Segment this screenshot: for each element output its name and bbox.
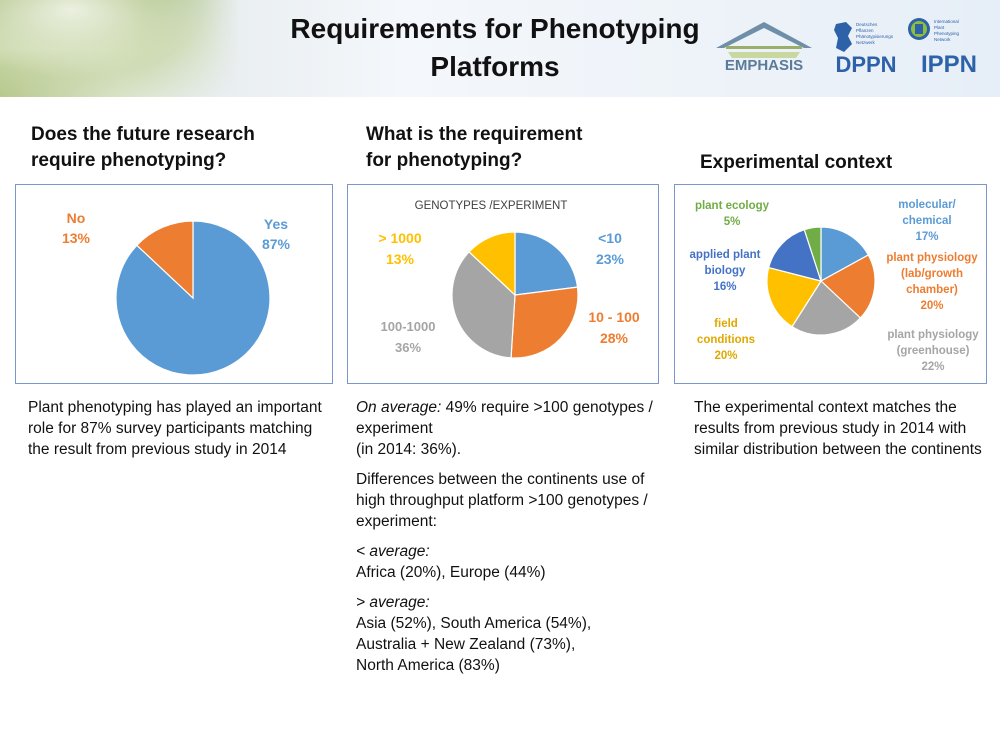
paragraph: The experimental context matches the res… [694, 399, 982, 458]
title-line-1: Requirements for Phenotyping [290, 13, 700, 44]
pie-slice [791, 280, 862, 336]
pie-chart: Yes 87% No 13% [62, 210, 291, 376]
below-average-text: Africa (20%), Europe (44%) [356, 564, 546, 581]
slice-label: (lab/growth [901, 268, 963, 280]
pie-slice [115, 220, 271, 376]
slice-label: biology [705, 265, 746, 277]
slice-label: > 1000 [378, 230, 421, 246]
pie-slice [803, 226, 822, 282]
slice-label: 13% [386, 251, 415, 267]
average-text: 49% require >100 genotypes / experiment [356, 399, 653, 437]
above-average-label: > average: [356, 594, 430, 611]
pie-slice [820, 226, 870, 283]
slice-label: (greenhouse) [897, 345, 970, 357]
slice-label: 36% [395, 340, 421, 355]
slice-label: plant physiology [886, 252, 978, 264]
svg-text:Plant: Plant [934, 25, 945, 30]
paragraph-2014: (in 2014: 36%). [356, 441, 462, 458]
slice-label: 100-1000 [381, 319, 436, 334]
heading-line: for phenotyping? [366, 150, 523, 171]
slice-label: 17% [915, 231, 938, 243]
above-average-line: Asia (52%), South America (54%), [356, 615, 592, 632]
plant-photo [0, 0, 240, 97]
below-average-label: < average: [356, 543, 430, 560]
section-2-text: On average: 49% require >100 genotypes /… [356, 397, 666, 676]
slice-label: 20% [920, 300, 943, 312]
slice-label: 20% [714, 350, 737, 362]
emphasis-logo-text: EMPHASIS [725, 57, 803, 74]
experimental-context-chart: molecular/chemical 17% plant physiology (la… [674, 184, 987, 384]
paragraph-differences: Differences between the continents use o… [356, 471, 648, 530]
page-title: Requirements for Phenotyping Platforms [230, 10, 760, 86]
pie-slice [819, 254, 876, 319]
svg-text:Phänotypisierungs: Phänotypisierungs [856, 34, 894, 39]
header-banner: Requirements for Phenotyping Platforms E… [0, 0, 1000, 97]
phenotyping-need-chart: Yes 87% No 13% [15, 184, 333, 384]
ippn-logo-text: IPPN [921, 51, 977, 76]
section-1-heading: Does the future research require phenoty… [31, 122, 331, 174]
genotypes-per-experiment-chart: GENOTYPES /EXPERIMENT <10 23% 10 - 100 28% 10… [347, 184, 659, 384]
slice-label: field [714, 318, 738, 330]
slice-label: applied plant [690, 249, 761, 261]
pie-slice [451, 251, 516, 359]
pie-slice [766, 266, 822, 328]
slice-label: 10 - 100 [588, 309, 640, 325]
svg-text:Netzwerk: Netzwerk [856, 40, 876, 45]
slice-label: 5% [724, 216, 741, 228]
dppn-logo: Deutsches Pflanzen Phänotypisierungs Net… [834, 22, 897, 76]
slice-label: <10 [598, 230, 622, 246]
slice-label: 23% [596, 251, 625, 267]
section-3-text: The experimental context matches the res… [694, 397, 984, 460]
slice-label: 22% [921, 361, 944, 373]
svg-text:Phenotyping: Phenotyping [934, 31, 960, 36]
dppn-logo-text: DPPN [835, 52, 896, 76]
slice-label: plant physiology [887, 329, 979, 341]
title-line-2: Platforms [430, 51, 560, 82]
chart-title: GENOTYPES /EXPERIMENT [415, 200, 568, 212]
average-label: On average: [356, 399, 442, 416]
slice-label: 16% [713, 281, 736, 293]
section-1-text: Plant phenotyping has played an importan… [28, 397, 328, 460]
heading-line: require phenotyping? [31, 150, 227, 171]
emphasis-logo: EMPHASIS [716, 22, 812, 74]
section-3-heading: Experimental context [700, 150, 960, 176]
slice-label: conditions [697, 334, 755, 346]
ippn-logo: International Plant Phenotyping Network … [908, 18, 977, 76]
slice-label: No [67, 210, 86, 226]
slice-label: chemical [902, 215, 951, 227]
slice-label: Yes [264, 216, 288, 232]
pie-slice [136, 220, 194, 300]
heading-line: What is the requirement [366, 124, 583, 145]
section-2-heading: What is the requirement for phenotyping? [366, 122, 666, 174]
paragraph-average: On average: 49% require >100 genotypes /… [356, 397, 666, 439]
pie-chart: molecular/chemical 17% plant physiology (la… [690, 199, 980, 373]
slice-label: 13% [62, 230, 91, 246]
slice-label: molecular/ [898, 199, 956, 211]
heading-line: Does the future research [31, 124, 255, 145]
svg-text:International: International [934, 19, 959, 24]
svg-text:Pflanzen: Pflanzen [856, 28, 874, 33]
pie-chart: GENOTYPES /EXPERIMENT <10 23% 10 - 100 28% 10… [378, 200, 640, 359]
slice-label: 87% [262, 236, 291, 252]
slice-label: plant ecology [695, 200, 770, 212]
above-average-line: North America (83%) [356, 657, 500, 674]
svg-text:Deutsches: Deutsches [856, 22, 878, 27]
paragraph: Plant phenotyping has played an importan… [28, 399, 322, 458]
pie-slice [510, 286, 579, 359]
above-average-line: Australia + New Zealand (73%), [356, 636, 576, 653]
heading-line: Experimental context [700, 152, 893, 173]
svg-text:Network: Network [934, 37, 951, 42]
slice-label: chamber) [906, 284, 958, 296]
pie-slice [468, 231, 516, 297]
pie-slice [514, 231, 579, 296]
slice-label: 28% [600, 330, 629, 346]
